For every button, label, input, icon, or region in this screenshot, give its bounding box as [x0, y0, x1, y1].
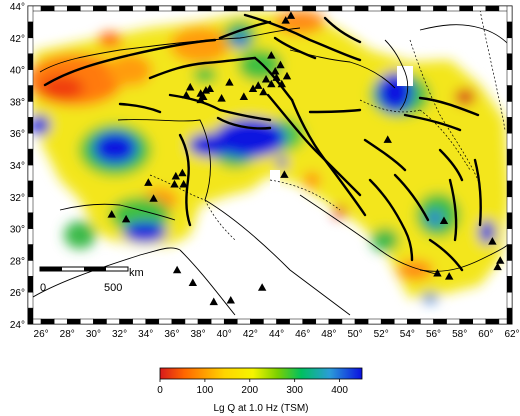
longitude-tick-label: 36°: [164, 329, 179, 340]
latitude-tick-label: 30°: [10, 225, 25, 236]
seismic-stations: [107, 11, 505, 306]
station-triangle: [257, 283, 267, 291]
latitude-tick-label: 26°: [10, 288, 25, 299]
station-triangle: [149, 194, 158, 202]
station-triangle: [259, 87, 268, 96]
station-triangle: [281, 16, 290, 24]
station-triangle: [271, 66, 280, 75]
longitude-tick-label: 56°: [426, 329, 441, 340]
longitude-tick-label: 40°: [217, 329, 232, 340]
station-triangle: [179, 179, 188, 188]
station-triangle: [209, 297, 218, 306]
station-triangle: [248, 84, 258, 93]
station-triangle: [178, 168, 187, 177]
station-triangle: [217, 94, 226, 102]
station-triangle: [277, 79, 286, 88]
colorbar-title: Lg Q at 1.0 Hz (TSM): [213, 403, 308, 414]
longitude-tick-label: 62°: [504, 329, 519, 340]
station-triangle: [267, 79, 276, 88]
station-triangle: [433, 268, 442, 277]
station-triangle: [170, 179, 179, 188]
longitude-tick-label: 34°: [138, 329, 153, 340]
longitude-tick-label: 46°: [295, 329, 310, 340]
station-triangle: [182, 90, 191, 99]
longitude-tick-label: 28°: [60, 329, 75, 340]
station-triangle: [226, 295, 235, 304]
station-triangle: [107, 210, 116, 218]
latitude-tick-label: 32°: [10, 193, 25, 204]
longitude-tick-label: 32°: [112, 329, 127, 340]
colorbar-tick-label: 400: [331, 385, 348, 396]
longitude-tick-label: 52°: [374, 329, 389, 340]
scale-unit-label: km: [129, 267, 144, 279]
longitude-tick-label: 38°: [190, 329, 205, 340]
station-triangle: [188, 278, 198, 287]
colorbar: 0 100 200 300 400 Lg Q at 1.0 Hz (TSM): [157, 367, 363, 414]
longitude-tick-label: 60°: [478, 329, 493, 340]
latitude-tick-label: 44°: [10, 2, 25, 13]
station-triangle: [280, 170, 289, 178]
latitude-tick-label: 40°: [10, 66, 25, 77]
station-triangle: [225, 78, 234, 86]
station-triangle: [383, 135, 392, 143]
station-triangle: [282, 71, 292, 80]
latitude-tick-label: 28°: [10, 256, 25, 267]
colorbar-ramp: [159, 367, 363, 380]
longitude-tick-label: 48°: [321, 329, 336, 340]
longitude-tick-label: 30°: [86, 329, 101, 340]
station-triangle: [488, 237, 497, 245]
station-triangle: [261, 74, 271, 83]
station-triangle: [493, 262, 502, 271]
latitude-tick-label: 24°: [10, 320, 25, 331]
latitude-tick-labels: 44° 42° 40° 38° 36° 34° 32° 30° 28° 26° 24°: [10, 2, 25, 331]
map-frame: [27, 5, 513, 325]
coastlines: [28, 24, 512, 316]
station-triangle: [239, 92, 249, 100]
latitude-tick-label: 36°: [10, 129, 25, 140]
scale-end-label: 500: [104, 282, 122, 294]
colorbar-tick-label: 200: [241, 385, 258, 396]
colorbar-tick-label: 0: [157, 385, 163, 396]
latitude-tick-label: 34°: [10, 161, 25, 172]
station-triangle: [121, 214, 131, 223]
station-triangle: [276, 60, 285, 69]
latitude-tick-label: 38°: [10, 97, 25, 108]
latitude-tick-label: 42°: [10, 34, 25, 45]
station-triangle: [286, 11, 296, 19]
longitude-tick-label: 54°: [400, 329, 415, 340]
station-triangle: [496, 256, 505, 264]
scale-bar: km 0 500: [39, 266, 144, 294]
longitude-tick-label: 58°: [452, 329, 467, 340]
station-triangle: [445, 272, 454, 280]
longitude-tick-label: 50°: [347, 329, 362, 340]
map-body: km 0 500: [28, 6, 512, 324]
station-triangle: [254, 81, 263, 89]
longitude-tick-label: 42°: [243, 329, 258, 340]
scale-start-label: 0: [40, 282, 46, 294]
colorbar-tick-label: 100: [197, 385, 214, 396]
station-triangle: [205, 84, 215, 93]
station-triangle: [267, 51, 276, 59]
colorbar-tick-label: 300: [286, 385, 303, 396]
political-borders: [149, 9, 506, 241]
station-triangle: [144, 178, 153, 186]
longitude-tick-label: 26°: [34, 329, 49, 340]
station-triangle: [186, 82, 195, 91]
fault-lines: [43, 13, 482, 272]
longitude-tick-labels: 26° 28° 30° 32° 34° 36° 38° 40° 42° 44° 46° 48° 50° 5…: [34, 329, 520, 340]
station-triangle: [196, 95, 205, 104]
station-triangle: [171, 171, 181, 180]
longitude-tick-label: 44°: [269, 329, 284, 340]
station-triangle: [439, 216, 449, 225]
station-triangle: [272, 73, 281, 81]
station-triangle: [172, 265, 182, 274]
